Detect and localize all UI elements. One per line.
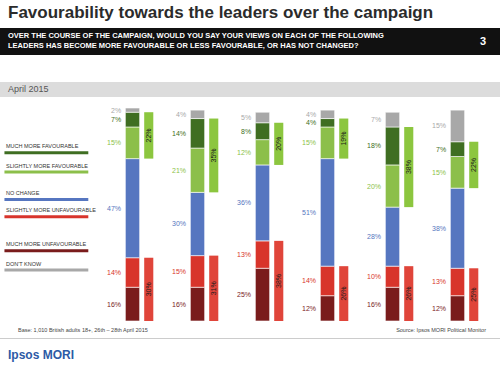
svg-text:7%: 7%: [436, 146, 446, 153]
svg-text:13%: 13%: [237, 251, 251, 258]
svg-text:12%: 12%: [237, 149, 251, 156]
svg-text:NO CHANGE: NO CHANGE: [6, 190, 40, 196]
html-text:Favourability towards the lead: Favourability towards the leaders over t…: [8, 3, 434, 22]
svg-text:30%: 30%: [145, 282, 152, 296]
svg-text:38%: 38%: [405, 160, 412, 174]
svg-text:38%: 38%: [432, 225, 446, 232]
svg-text:SLIGHTLY MORE UNFAVOURABLE: SLIGHTLY MORE UNFAVOURABLE: [6, 207, 96, 213]
svg-text:15%: 15%: [432, 169, 446, 176]
svg-text:38%: 38%: [275, 274, 282, 288]
svg-text:15%: 15%: [172, 268, 186, 275]
svg-text:SLIGHTLY MORE FAVOURABLE: SLIGHTLY MORE FAVOURABLE: [6, 163, 88, 169]
html-text:3: 3: [479, 35, 486, 47]
svg-text:16%: 16%: [107, 301, 121, 308]
svg-text:30%: 30%: [172, 220, 186, 227]
svg-text:31%: 31%: [210, 281, 217, 295]
svg-text:35%: 35%: [210, 148, 217, 162]
svg-text:MUCH MORE UNFAVOURABLE: MUCH MORE UNFAVOURABLE: [6, 241, 87, 247]
svg-text:28%: 28%: [367, 233, 381, 240]
svg-text:15%: 15%: [302, 139, 316, 146]
html-text:Source: Ipsos MORI Political M: Source: Ipsos MORI Political Monitor: [396, 327, 486, 333]
svg-text:4%: 4%: [176, 111, 186, 118]
svg-text:2%: 2%: [111, 107, 121, 114]
svg-text:25%: 25%: [470, 288, 477, 302]
html-text:April 2015: April 2015: [8, 84, 49, 94]
svg-text:12%: 12%: [432, 305, 446, 312]
svg-text:7%: 7%: [371, 116, 381, 123]
svg-text:14%: 14%: [107, 269, 121, 276]
svg-text:22%: 22%: [470, 158, 477, 172]
html-text:Base: 1,010 British adults 18+: Base: 1,010 British adults 18+, 26th – 2…: [18, 327, 148, 333]
svg-text:20%: 20%: [367, 183, 381, 190]
svg-text:16%: 16%: [367, 301, 381, 308]
svg-text:47%: 47%: [107, 205, 121, 212]
svg-text:26%: 26%: [340, 287, 347, 301]
svg-text:13%: 13%: [432, 278, 446, 285]
svg-text:15%: 15%: [107, 139, 121, 146]
svg-text:14%: 14%: [302, 277, 316, 284]
svg-text:22%: 22%: [145, 128, 152, 142]
svg-text:15%: 15%: [432, 122, 446, 129]
svg-text:25%: 25%: [237, 291, 251, 298]
svg-text:12%: 12%: [302, 305, 316, 312]
svg-text:8%: 8%: [241, 128, 251, 135]
svg-text:36%: 36%: [237, 199, 251, 206]
svg-text:21%: 21%: [172, 167, 186, 174]
svg-text:7%: 7%: [111, 116, 121, 123]
svg-text:MUCH MORE FAVOURABLE: MUCH MORE FAVOURABLE: [6, 143, 79, 149]
html-text:OVER THE COURSE OF THE CAMPAIG: OVER THE COURSE OF THE CAMPAIGN, WOULD Y…: [8, 31, 384, 50]
svg-text:4%: 4%: [306, 119, 316, 126]
svg-text:14%: 14%: [172, 130, 186, 137]
svg-text:16%: 16%: [172, 301, 186, 308]
svg-text:20%: 20%: [275, 137, 282, 151]
svg-text:4%: 4%: [306, 111, 316, 118]
svg-text:DON'T KNOW: DON'T KNOW: [6, 261, 42, 267]
svg-text:18%: 18%: [367, 142, 381, 149]
html-text:Ipsos MORI: Ipsos MORI: [8, 348, 74, 362]
svg-text:26%: 26%: [405, 287, 412, 301]
svg-text:51%: 51%: [302, 209, 316, 216]
svg-text:5%: 5%: [241, 114, 251, 121]
svg-text:10%: 10%: [367, 273, 381, 280]
svg-text:19%: 19%: [340, 132, 347, 146]
